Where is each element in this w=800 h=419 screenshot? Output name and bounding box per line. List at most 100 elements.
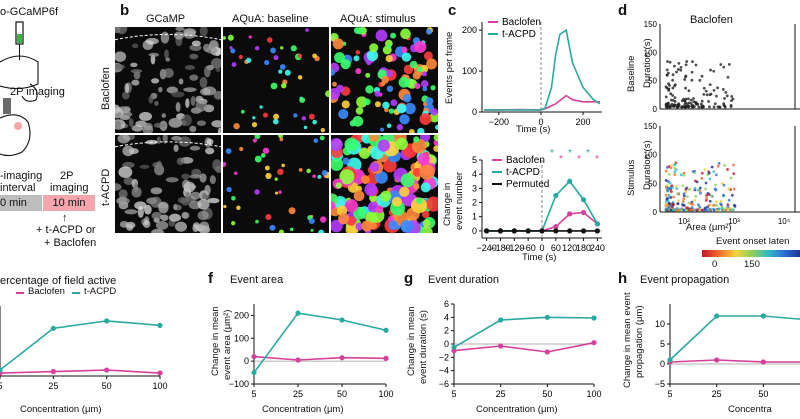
micrograph-cell [115,183,122,191]
micrograph-cell [139,164,150,169]
event-blob [355,222,364,231]
legend-label: t-ACPD [502,29,536,40]
y-tick-label: 150 [644,20,658,29]
event-blob [312,53,317,59]
micrograph-cell [173,203,178,211]
micrograph-baseline-tacpd [223,135,329,233]
y-tick-label: 100 [234,333,249,343]
event-blob [245,57,252,64]
event-blob [320,127,325,133]
scatter-point [681,203,685,207]
event-blob [229,46,233,50]
event-blob [331,157,344,171]
event-blob [416,66,423,73]
event-blob [305,28,309,32]
y-tick-label: 50 [648,77,657,86]
data-point [511,228,517,234]
event-blob [325,90,329,98]
micrograph-cell [215,67,221,73]
event-blob [355,50,361,55]
micrograph-cell [189,74,199,81]
scatter-point [708,105,711,109]
event-blob [419,113,432,125]
event-blob [334,52,345,64]
scatter-point [719,199,723,203]
event-blob [308,218,315,225]
scatter-point [700,177,704,180]
scatter-point [688,208,692,212]
drug-line-2: + Baclofen [44,237,97,249]
scatter-point [680,99,684,103]
event-blob [269,224,276,231]
data-point [157,322,163,328]
scatter-point [673,96,677,100]
scatter-point [710,165,714,169]
micrograph-cell [199,27,208,37]
scatter-point [693,187,697,190]
event-blob [254,155,262,163]
scatter-point [730,193,734,197]
event-blob [267,37,273,43]
scatter-point [687,201,691,205]
y-tick-label: 4 [444,312,449,322]
scatter-point [685,195,689,199]
scatter-point [671,94,675,97]
series-line-t-acpd [453,316,595,349]
micrograph-cell [212,159,221,171]
scatter-point [728,206,732,210]
x-tick-label: 200 [576,117,591,127]
construct-label: o-GCaMP6f [0,6,59,18]
event-blob [310,228,314,232]
scatter-point [676,192,680,196]
scatter-point [691,60,694,64]
data-point [591,340,597,346]
timeline-left-mid: interval [0,182,36,194]
micrograph-cell [158,86,163,93]
colorbar [702,250,800,257]
significance-mark: * [568,148,572,159]
scatter-point [708,83,712,87]
scatter-point [680,105,683,109]
scatter-point [729,103,733,107]
significance-mark: * [550,148,554,159]
event-blob [331,69,336,76]
panel-letter-b: b [120,2,130,19]
scatter-point [716,164,720,168]
event-blob [265,213,272,221]
y-tick-label: −2 [439,352,449,362]
event-blob [417,127,425,133]
scatter-point [690,78,694,82]
micrograph-cell [175,102,181,112]
panel-letter-d: d [618,2,628,19]
scatter-point [696,203,700,207]
micrograph-cell [142,220,151,228]
scatter-point [705,196,709,200]
micrograph-cell [217,127,221,133]
micrograph-cell [124,83,130,94]
event-blob [303,125,308,130]
event-blob [375,205,384,214]
event-blob [240,109,245,114]
micrograph-cell [211,120,221,128]
micrograph-cell [116,197,130,205]
x-tick-label: 180 [576,243,591,253]
series-line-baclofen [669,359,800,363]
event-blob [374,170,388,184]
scatter-point [712,69,716,73]
x-tick-label: 10³ [728,217,740,226]
event-blob [433,145,438,152]
event-blob [284,69,291,76]
micrograph-cell [173,144,179,152]
d-row-label-baseline: Baseline [626,55,637,92]
micrograph-cell [115,51,127,62]
micrograph-cell [171,91,185,98]
event-blob [396,124,404,131]
timeline-left-top: -imaging [0,170,43,182]
event-blob [260,153,266,158]
event-blob [278,69,283,74]
event-blob [377,139,390,152]
event-blob [400,173,415,188]
scatter-point [694,179,697,183]
x-tick-label: 5 [0,381,3,391]
event-blob [355,106,364,115]
